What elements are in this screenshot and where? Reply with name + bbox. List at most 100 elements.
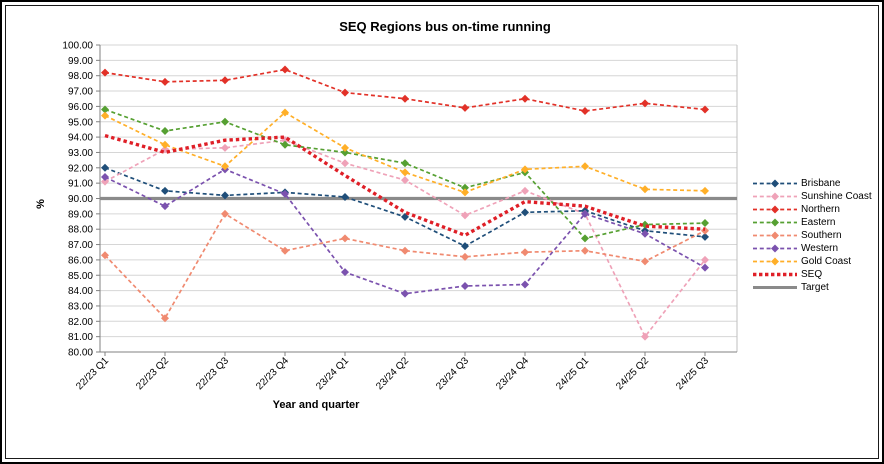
series-marker-northern-5[interactable] [401,94,409,103]
series-marker-gold-coast-5[interactable] [401,168,409,177]
series-marker-western-0[interactable] [101,173,109,182]
series-marker-southern-9[interactable] [641,257,649,266]
series-marker-northern-4[interactable] [341,88,349,97]
legend-swatch-seq [753,272,797,277]
x-axis-label-22-23-q1: 22/23 Q1 [74,355,111,392]
series-marker-sunshine-coast-10[interactable] [701,255,709,264]
series-marker-western-5[interactable] [401,289,409,298]
series-marker-northern-1[interactable] [161,77,169,86]
series-marker-eastern-8[interactable] [581,234,589,243]
series-marker-gold-coast-7[interactable] [521,165,529,174]
legend-item-western[interactable]: Western [752,242,872,255]
series-marker-southern-4[interactable] [341,234,349,243]
series-marker-brisbane-1[interactable] [161,186,169,195]
series-marker-western-10[interactable] [701,263,709,272]
series-marker-southern-0[interactable] [101,251,109,260]
legend-item-sunshine-coast[interactable]: Sunshine Coast [752,190,872,203]
series-marker-brisbane-2[interactable] [221,191,229,200]
series-marker-brisbane-4[interactable] [341,192,349,201]
series-marker-gold-coast-3[interactable] [281,108,289,117]
series-marker-gold-coast-9[interactable] [641,185,649,194]
series-marker-gold-coast-1[interactable] [161,140,169,149]
legend-item-northern[interactable]: Northern [752,203,872,216]
legend[interactable]: Brisbane Sunshine Coast Northern Eastern Sou… [752,177,872,294]
legend-item-gold-coast[interactable]: Gold Coast [752,255,872,268]
legend-swatch-southern [753,231,797,240]
series-marker-gold-coast-10[interactable] [701,186,709,195]
series-marker-sunshine-coast-6[interactable] [461,211,469,220]
series-marker-gold-coast-0[interactable] [101,111,109,120]
series-marker-western-1[interactable] [161,202,169,211]
legend-swatch-northern [753,205,797,214]
legend-swatch-western [753,244,797,253]
series-marker-eastern-4[interactable] [341,148,349,157]
series-marker-southern-10[interactable] [701,226,709,235]
series-marker-northern-8[interactable] [581,107,589,116]
series-marker-gold-coast-2[interactable] [221,162,229,171]
series-marker-brisbane-6[interactable] [461,242,469,251]
series-line-gold-coast[interactable] [104,111,706,194]
series-line-seq[interactable] [104,133,706,238]
legend-item-seq[interactable]: SEQ [752,268,872,281]
series-marker-sunshine-coast-9[interactable] [641,332,649,341]
series-marker-sunshine-coast-7[interactable] [521,186,529,195]
series-marker-southern-7[interactable] [521,248,529,257]
series-marker-sunshine-coast-0[interactable] [101,177,109,186]
series-line-southern[interactable] [104,212,706,320]
series-marker-brisbane-5[interactable] [401,212,409,221]
series-marker-southern-1[interactable] [161,314,169,323]
legend-item-southern[interactable]: Southern [752,229,872,242]
series-marker-gold-coast-6[interactable] [461,188,469,197]
series-marker-gold-coast-8[interactable] [581,162,589,171]
legend-item-target[interactable]: Target [752,281,872,294]
series-marker-northern-2[interactable] [221,76,229,85]
series-marker-southern-5[interactable] [401,246,409,255]
series-marker-eastern-3[interactable] [281,140,289,149]
series-marker-northern-6[interactable] [461,103,469,112]
series-marker-southern-8[interactable] [581,246,589,255]
series-marker-western-7[interactable] [521,280,529,289]
y-axis-label-93: 93.00 [68,148,93,159]
series-marker-northern-0[interactable] [101,68,109,77]
series-marker-northern-3[interactable] [281,65,289,74]
series-marker-sunshine-coast-2[interactable] [221,143,229,152]
series-marker-western-8[interactable] [581,209,589,218]
series-marker-southern-3[interactable] [281,246,289,255]
series-marker-eastern-5[interactable] [401,159,409,168]
series-marker-southern-2[interactable] [221,209,229,218]
y-axis-label-99: 99.00 [68,56,93,67]
legend-label-southern: Southern [801,230,842,241]
x-axis-label-22-23-q4: 22/23 Q4 [254,355,291,392]
x-axis-label-24-25-q2: 24/25 Q2 [614,355,651,392]
legend-item-eastern[interactable]: Eastern [752,216,872,229]
series-marker-eastern-10[interactable] [701,219,709,228]
series-marker-eastern-1[interactable] [161,126,169,135]
series-marker-southern-6[interactable] [461,252,469,261]
series-marker-gold-coast-4[interactable] [341,143,349,152]
series-marker-brisbane-7[interactable] [521,208,529,217]
series-marker-northern-10[interactable] [701,105,709,114]
series-marker-brisbane-10[interactable] [701,232,709,241]
series-marker-western-9[interactable] [641,229,649,238]
y-axis-label-97: 97.00 [68,87,93,98]
series-marker-western-4[interactable] [341,268,349,277]
legend-item-brisbane[interactable]: Brisbane [752,177,872,190]
series-marker-western-3[interactable] [281,189,289,198]
series-marker-eastern-6[interactable] [461,183,469,192]
series-marker-northern-7[interactable] [521,94,529,103]
series-marker-northern-9[interactable] [641,99,649,108]
series-marker-eastern-2[interactable] [221,117,229,126]
series-marker-brisbane-0[interactable] [101,163,109,172]
y-axis-label-100: 100.00 [62,41,93,52]
legend-label-sunshine-coast: Sunshine Coast [801,191,872,202]
series-marker-eastern-0[interactable] [101,105,109,114]
chart-title[interactable]: SEQ Regions bus on-time running [339,19,551,34]
y-axis-label-85: 85.00 [68,271,93,282]
y-axis-label-89: 89.00 [68,209,93,220]
series-marker-western-6[interactable] [461,281,469,290]
series-marker-sunshine-coast-5[interactable] [401,176,409,185]
series-marker-sunshine-coast-4[interactable] [341,159,349,168]
y-axis-label-95: 95.00 [68,117,93,128]
series-line-eastern[interactable] [104,108,706,240]
